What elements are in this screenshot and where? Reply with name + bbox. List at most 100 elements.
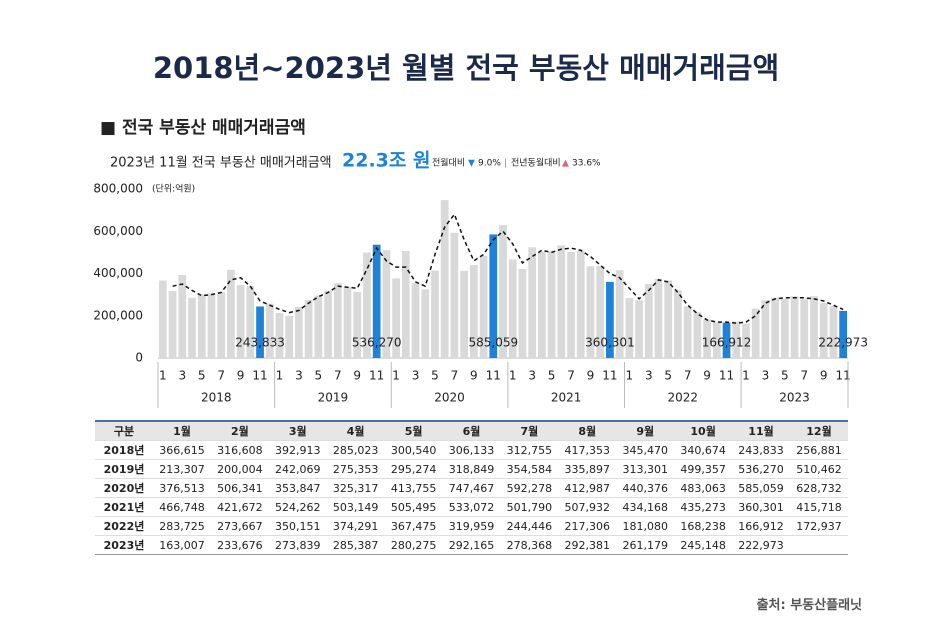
- mom-arrow: ▼: [468, 159, 475, 169]
- bar: [751, 308, 760, 358]
- bar: [460, 270, 468, 358]
- bar: [304, 299, 313, 358]
- table-cell: 200,004: [210, 459, 269, 479]
- x-tick-label: 7: [334, 369, 342, 383]
- table-cell: 245,148: [674, 535, 733, 555]
- table-cell: 440,376: [616, 478, 675, 498]
- bar: [732, 321, 741, 358]
- x-tick-label: 9: [353, 369, 361, 383]
- x-tick-label: 3: [295, 369, 303, 383]
- table-cell: 524,262: [268, 497, 327, 517]
- table-cell: 483,063: [674, 478, 733, 498]
- table-cell: 244,446: [500, 516, 559, 536]
- section-heading: ■ 전국 부동산 매매거래금액: [100, 118, 306, 138]
- table-cell: 172,937: [789, 516, 848, 536]
- table-cell: 166,912: [732, 516, 790, 536]
- value-label: 243,833: [235, 336, 285, 350]
- table-cell: 533,072: [442, 497, 501, 517]
- bar: [363, 252, 371, 358]
- bar: [625, 298, 634, 358]
- x-tick-label: 5: [548, 369, 556, 383]
- table-cell: 2022년: [95, 516, 153, 536]
- x-tick-label: 5: [315, 369, 323, 383]
- bar: [518, 268, 527, 358]
- table-cell: 273,667: [210, 516, 269, 536]
- table-cell: 12월: [789, 421, 848, 441]
- chart: 2018년~2023년 월별 전국 부동산 매매거래금액 ■ 전국 부동산 매매…: [93, 51, 868, 408]
- bar: [635, 300, 643, 358]
- x-tick-label: 9: [703, 369, 711, 383]
- bar: [401, 251, 410, 358]
- table-cell: 292,381: [558, 535, 617, 555]
- x-tick-label: 5: [664, 369, 672, 383]
- year-label: 2023: [779, 391, 810, 405]
- y-tick-label: 0: [135, 351, 143, 365]
- bar: [674, 290, 682, 358]
- table-cell: 2019년: [95, 459, 153, 479]
- x-tick-label: 11: [719, 369, 734, 383]
- summary-amount: 22.3조 원: [342, 150, 430, 172]
- y-unit: (단위:억원): [152, 183, 195, 195]
- table-cell: 300,540: [384, 440, 443, 460]
- bar: [159, 280, 167, 358]
- table-cell: 747,467: [442, 478, 501, 498]
- bar: [256, 306, 264, 358]
- bar: [644, 284, 653, 358]
- bar: [761, 300, 770, 358]
- y-tick-label: 400,000: [93, 266, 143, 280]
- year-label: 2022: [668, 391, 699, 405]
- table-cell: 585,059: [732, 478, 790, 498]
- x-tick-label: 11: [369, 369, 384, 383]
- bar: [557, 245, 566, 358]
- table-cell: 275,353: [326, 459, 385, 479]
- bar: [800, 299, 809, 358]
- yoy-arrow: ▲: [562, 159, 569, 169]
- table-row: 2023년 163,007 233,676 273,839 285,387 280,275…: [95, 535, 848, 555]
- table-cell: 316,608: [210, 440, 269, 460]
- x-tick-label: 9: [237, 369, 245, 383]
- x-tick-label: 3: [412, 369, 420, 383]
- bar: [586, 266, 595, 358]
- x-tick-label: 3: [528, 369, 536, 383]
- bar: [411, 283, 420, 358]
- table-cell: 217,306: [558, 516, 617, 536]
- table-cell: 7월: [500, 421, 559, 441]
- x-tick-label: 11: [836, 369, 851, 383]
- table-cell: 366,615: [153, 440, 211, 460]
- table-cell: 313,301: [616, 459, 675, 479]
- table-cell: 280,275: [384, 535, 443, 555]
- bar: [333, 283, 342, 358]
- table-cell: 273,839: [268, 535, 327, 555]
- table-cell: 354,584: [500, 459, 559, 479]
- x-tick-label: 5: [198, 369, 206, 383]
- bar: [538, 251, 546, 358]
- trend-line: [172, 212, 844, 324]
- table-cell: 2021년: [95, 497, 153, 517]
- source: 출처: 부동산플래닛: [756, 598, 862, 613]
- table-cell: 6월: [442, 421, 501, 441]
- bar: [829, 306, 838, 358]
- table-row: 2020년 376,513 506,341 353,847 325,317 413,755…: [95, 478, 848, 498]
- table-row: 2018년 366,615 316,608 392,913 285,023 300,540…: [95, 440, 848, 460]
- x-tick-label: 7: [567, 369, 575, 383]
- bar: [246, 286, 255, 358]
- bar: [839, 310, 847, 358]
- table-cell: 312,755: [500, 440, 559, 460]
- table-cell: 213,307: [153, 459, 211, 479]
- x-tick-label: 1: [742, 369, 750, 383]
- table-cell: 335,897: [558, 459, 617, 479]
- mom-label: 전월대비: [432, 157, 465, 169]
- bar: [771, 297, 779, 358]
- table-cell: 8월: [558, 421, 617, 441]
- bar: [742, 323, 750, 358]
- table-cell: 285,387: [326, 535, 385, 555]
- table-cell: 2월: [210, 421, 269, 441]
- table-cell: 2023년: [95, 535, 153, 555]
- x-tick-label: 3: [645, 369, 653, 383]
- table-cell: 261,179: [616, 535, 675, 555]
- table-row: 2022년 283,725 273,667 350,151 374,291 367,475…: [95, 516, 848, 536]
- table-cell: 242,069: [268, 459, 327, 479]
- table-cell: 506,341: [210, 478, 269, 498]
- year-label: 2019: [318, 391, 349, 405]
- table-cell: 256,881: [789, 440, 848, 460]
